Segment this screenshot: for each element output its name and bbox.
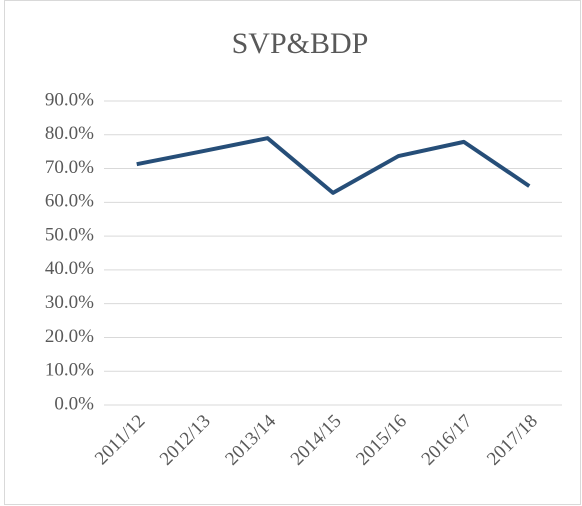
y-tick-label: 50.0% — [45, 224, 94, 245]
y-tick-label: 10.0% — [45, 360, 94, 381]
y-tick-label: 30.0% — [45, 292, 94, 313]
y-tick-label: 40.0% — [45, 258, 94, 279]
y-tick-label: 60.0% — [45, 191, 94, 212]
y-tick-label: 70.0% — [45, 157, 94, 178]
y-tick-label: 20.0% — [45, 326, 94, 347]
chart-border — [4, 0, 581, 505]
y-tick-label: 90.0% — [45, 89, 94, 110]
chart-title: SVP&BDP — [232, 27, 369, 60]
data-line — [136, 136, 531, 195]
y-tick-label: 0.0% — [54, 393, 94, 414]
y-tick-label: 80.0% — [45, 123, 94, 144]
